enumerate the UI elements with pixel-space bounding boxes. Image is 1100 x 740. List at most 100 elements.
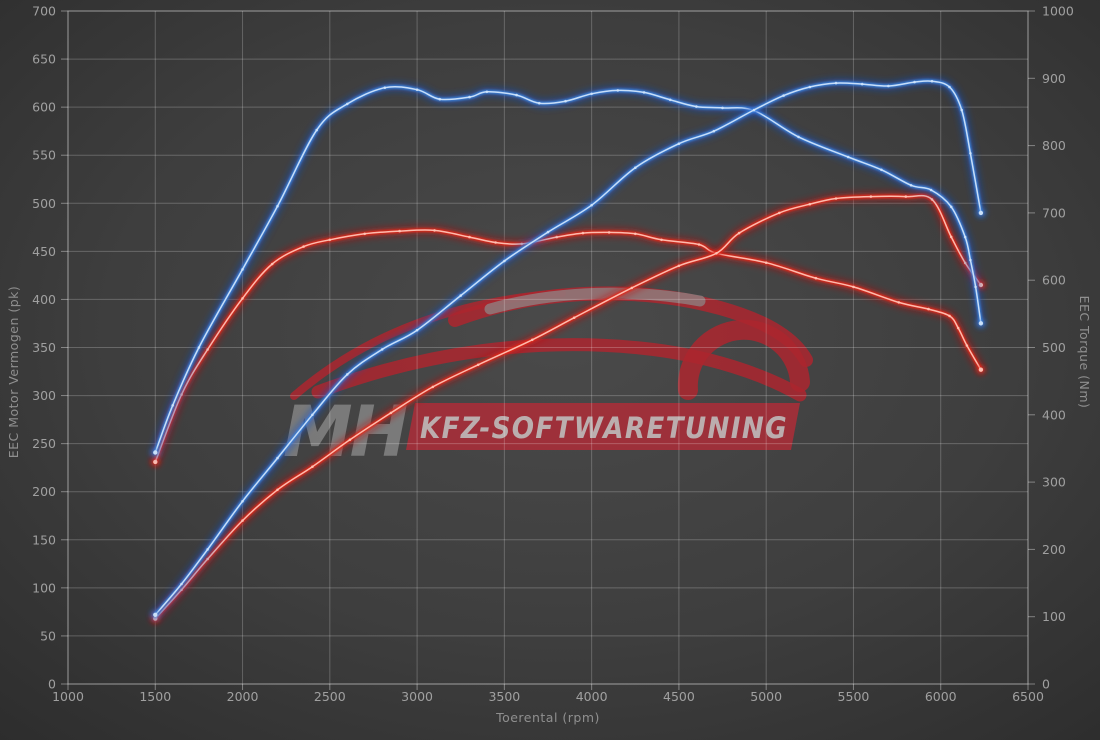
data-point	[438, 97, 442, 101]
endpoint-dot	[978, 367, 984, 372]
data-point	[949, 235, 953, 239]
car-windshield	[484, 287, 706, 315]
y-left-tick-label: 150	[32, 532, 56, 547]
data-point	[206, 548, 209, 551]
data-point	[311, 413, 314, 417]
y-left-tick-label: 250	[32, 436, 56, 451]
data-point	[880, 168, 883, 172]
data-point	[965, 344, 969, 347]
data-point	[969, 152, 972, 155]
y-right-tick-label: 800	[1042, 138, 1066, 153]
data-point	[241, 297, 244, 300]
data-point	[348, 438, 352, 442]
data-point	[797, 135, 800, 139]
car-body-line	[311, 338, 807, 402]
data-point	[712, 129, 716, 133]
data-point	[270, 262, 274, 266]
data-point	[642, 91, 646, 94]
data-point	[869, 195, 873, 198]
data-point	[503, 259, 506, 263]
data-point	[897, 301, 901, 304]
data-point	[607, 231, 611, 234]
x-tick-label: 1000	[52, 689, 84, 704]
x-axis-title: Toerental (rpm)	[495, 710, 600, 725]
data-point	[276, 204, 279, 208]
data-point	[948, 314, 951, 318]
x-tick-label: 1500	[139, 689, 171, 704]
x-tick-label: 2000	[227, 689, 259, 704]
data-point	[834, 197, 838, 200]
data-point	[328, 238, 332, 242]
data-point	[634, 232, 637, 236]
data-point	[948, 85, 951, 89]
data-point	[476, 363, 480, 367]
y-left-tick-label: 0	[48, 677, 56, 692]
axis-frame	[61, 10, 1035, 690]
y-left-tick-label: 100	[32, 580, 56, 595]
data-point	[415, 328, 419, 332]
data-point	[398, 229, 401, 233]
data-point	[572, 316, 576, 320]
data-point	[808, 202, 812, 206]
data-point	[346, 373, 349, 376]
y-right-tick-label: 700	[1042, 205, 1066, 220]
data-point	[468, 235, 471, 239]
data-point	[616, 89, 620, 92]
data-point	[197, 346, 201, 349]
y-left-tick-label: 700	[32, 4, 56, 19]
x-tick-label: 2500	[314, 689, 346, 704]
data-point	[241, 500, 244, 503]
data-point	[929, 188, 933, 192]
data-point	[956, 326, 960, 330]
data-point	[311, 465, 314, 469]
data-point	[913, 80, 916, 84]
data-point	[852, 285, 855, 289]
y-left-tick-label: 300	[32, 388, 56, 403]
data-point	[721, 106, 724, 110]
data-point	[782, 94, 785, 97]
data-point	[241, 519, 244, 522]
data-point	[697, 243, 701, 246]
data-point	[737, 231, 741, 235]
data-point	[315, 128, 319, 132]
series-power-tuned	[150, 75, 986, 620]
endpoint-dot	[978, 210, 984, 216]
y-left-tick-label: 500	[32, 196, 56, 211]
x-tick-label: 6500	[1012, 689, 1044, 704]
data-point	[515, 93, 518, 97]
data-point	[494, 241, 497, 244]
data-point	[778, 211, 781, 215]
data-point	[814, 276, 818, 280]
data-point	[887, 84, 890, 88]
y-right-tick-label: 1000	[1042, 4, 1074, 19]
data-point	[180, 582, 183, 586]
data-point	[695, 105, 698, 108]
data-point	[485, 90, 489, 94]
endpoint-dot	[978, 321, 984, 326]
car-wheel-arc	[677, 319, 810, 400]
data-point	[909, 184, 913, 187]
series-core	[154, 80, 982, 616]
y-right-tick-label: 300	[1042, 475, 1066, 490]
data-point	[949, 205, 953, 209]
y-axis-title-right: EEC Torque (Nm)	[1077, 296, 1092, 409]
data-point	[860, 82, 864, 86]
data-point	[764, 261, 768, 265]
dyno-curves	[150, 75, 986, 624]
y-left-tick-label: 350	[32, 340, 56, 355]
data-point	[555, 235, 558, 239]
watermark-banner-text: KFZ-SOFTWARETUNING	[420, 411, 788, 445]
series-line	[153, 84, 983, 455]
data-point	[660, 238, 663, 242]
data-point	[668, 98, 672, 102]
y-right-tick-label: 100	[1042, 609, 1066, 624]
data-point	[415, 88, 419, 91]
x-tick-label: 3000	[401, 689, 433, 704]
y-left-tick-label: 400	[32, 292, 56, 307]
data-point	[715, 252, 718, 255]
data-point	[808, 85, 812, 89]
data-point	[846, 155, 850, 159]
y-left-tick-label: 650	[32, 52, 56, 67]
